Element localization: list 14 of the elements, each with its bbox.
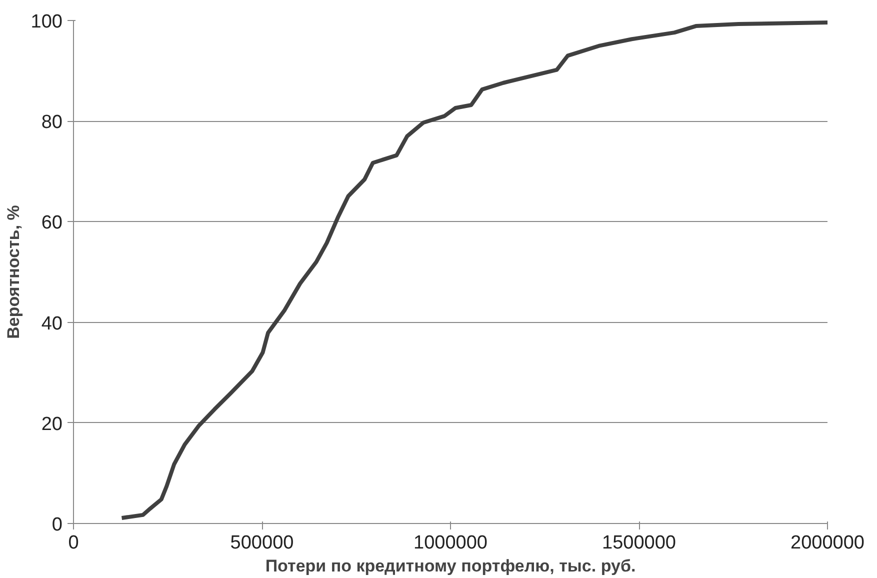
y-tick-label: 80 (41, 112, 63, 134)
y-axis-title: Вероятность, % (4, 205, 23, 339)
x-tick-label: 1500000 (602, 532, 676, 554)
x-tick-label: 2000000 (790, 532, 864, 554)
y-tick-label: 20 (41, 414, 63, 435)
x-axis-title: Потери по кредитному портфелю, тыс. руб. (265, 556, 636, 576)
x-tick-label: 1000000 (414, 532, 488, 554)
x-tick-label: 0 (68, 532, 79, 554)
y-tick-label: 100 (30, 12, 62, 32)
y-tick-label: 60 (41, 212, 63, 234)
y-tick-label: 0 (52, 514, 63, 536)
x-tick-label: 500000 (230, 532, 294, 554)
y-tick-label: 40 (41, 313, 63, 334)
line-series (120, 20, 828, 520)
